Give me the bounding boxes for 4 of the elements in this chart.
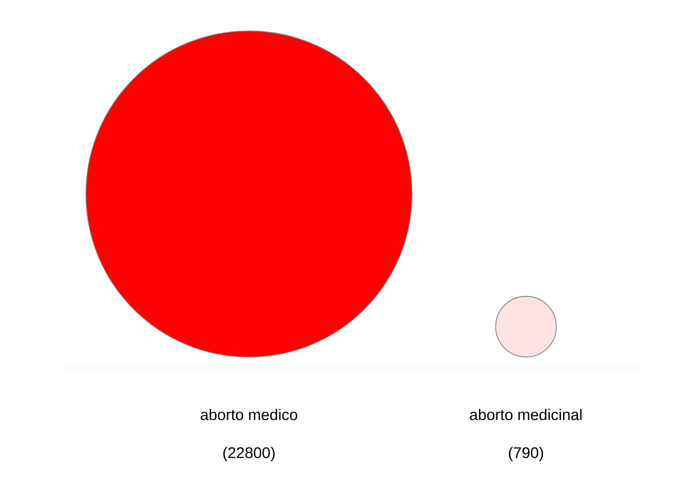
data-label: (22800) <box>223 446 275 462</box>
data-label: (790) <box>508 446 544 462</box>
category-label: aborto medico <box>200 408 298 420</box>
category-label: aborto medicinal <box>470 408 582 420</box>
